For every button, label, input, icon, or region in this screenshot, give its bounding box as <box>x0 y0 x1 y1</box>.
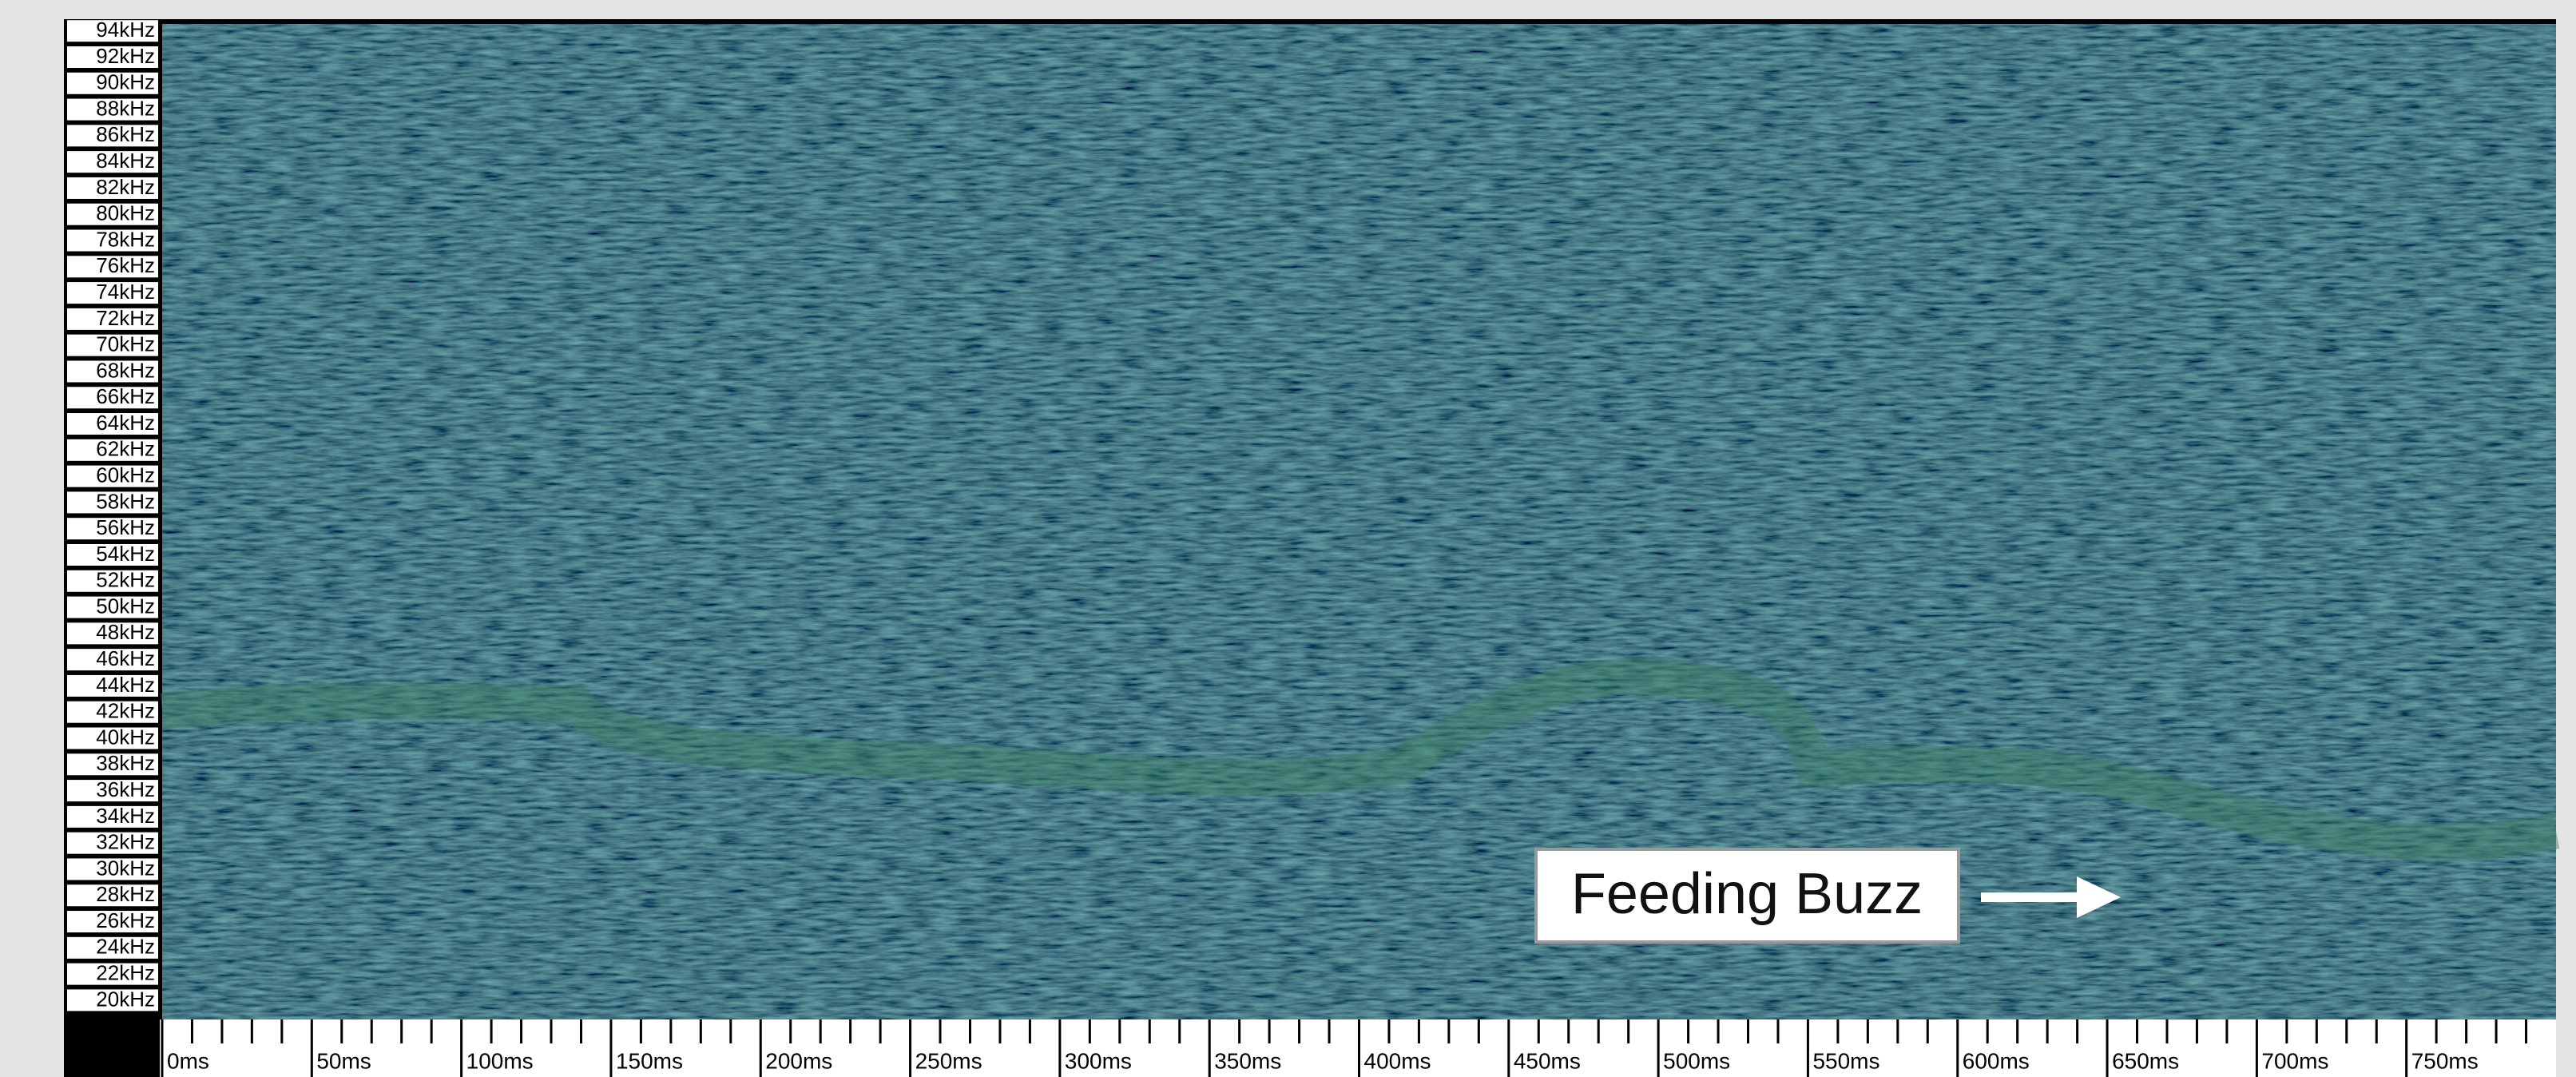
page: 94kHz92kHz90kHz88kHz86kHz 84kHz82kHz80kHz… <box>0 0 2576 1077</box>
annotation-text: Feeding Buzz <box>1571 862 1923 926</box>
x-tick-label: 550ms <box>1812 1048 1879 1073</box>
noise-texture <box>162 24 2556 1019</box>
y-tick-label: 44kHz <box>96 673 155 697</box>
y-tick-label: 62kHz <box>96 437 155 461</box>
y-tick-label: 92kHz <box>96 44 155 68</box>
y-tick-label: 22kHz <box>96 960 155 984</box>
y-tick-label: 58kHz <box>96 489 155 513</box>
y-tick-label: 82kHz <box>96 175 155 199</box>
x-tick-label: 100ms <box>466 1048 534 1073</box>
y-tick-label: 84kHz <box>96 149 155 173</box>
x-tick-label: 450ms <box>1514 1048 1581 1073</box>
y-tick-label: 20kHz <box>96 987 155 1011</box>
y-tick-label: 24kHz <box>96 935 155 959</box>
y-tick-label: 48kHz <box>96 620 155 644</box>
x-tick-label: 700ms <box>2261 1048 2328 1073</box>
y-tick-label: 60kHz <box>96 463 155 487</box>
x-tick-label: 250ms <box>915 1048 982 1073</box>
y-tick-label: 26kHz <box>96 908 155 932</box>
x-tick-label: 750ms <box>2411 1048 2479 1073</box>
y-tick-label: 72kHz <box>96 306 155 330</box>
y-tick-label: 56kHz <box>96 515 155 539</box>
y-tick-label: 42kHz <box>96 699 155 723</box>
y-tick-label: 30kHz <box>96 856 155 880</box>
y-tick-label: 28kHz <box>96 882 155 906</box>
y-tick-label: 90kHz <box>96 70 155 94</box>
y-tick-label: 36kHz <box>96 777 155 801</box>
y-tick-label: 70kHz <box>96 332 155 356</box>
x-tick-label: 400ms <box>1364 1048 1431 1073</box>
y-tick-label: 64kHz <box>96 411 155 435</box>
y-tick-label: 88kHz <box>96 96 155 120</box>
y-tick-label: 50kHz <box>96 594 155 618</box>
y-tick-label: 80kHz <box>96 201 155 225</box>
x-tick-label: 500ms <box>1663 1048 1730 1073</box>
x-tick-label: 350ms <box>1214 1048 1281 1073</box>
x-tick-label: 0ms <box>167 1048 209 1073</box>
x-tick-label: 150ms <box>616 1048 683 1073</box>
y-tick-label: 86kHz <box>96 122 155 146</box>
x-tick-label: 300ms <box>1065 1048 1132 1073</box>
x-tick-label: 50ms <box>316 1048 371 1073</box>
x-tick-label: 650ms <box>2112 1048 2179 1073</box>
y-tick-label: 66kHz <box>96 384 155 408</box>
y-tick-label: 54kHz <box>96 542 155 566</box>
y-tick-label: 68kHz <box>96 358 155 382</box>
y-tick-label: 40kHz <box>96 725 155 749</box>
y-tick-label: 34kHz <box>96 804 155 828</box>
y-tick-label: 78kHz <box>96 227 155 251</box>
x-tick-label: 200ms <box>765 1048 832 1073</box>
y-tick-label: 32kHz <box>96 830 155 854</box>
y-tick-label: 38kHz <box>96 751 155 775</box>
y-tick-label: 76kHz <box>96 253 155 277</box>
y-tick-label: 74kHz <box>96 280 155 304</box>
y-tick-label: 46kHz <box>96 646 155 670</box>
x-tick-label: 600ms <box>1963 1048 2030 1073</box>
y-tick-label: 52kHz <box>96 568 155 592</box>
y-tick-label: 94kHz <box>96 18 155 42</box>
spectrogram-view: 94kHz92kHz90kHz88kHz86kHz 84kHz82kHz80kHz… <box>0 0 2576 1077</box>
